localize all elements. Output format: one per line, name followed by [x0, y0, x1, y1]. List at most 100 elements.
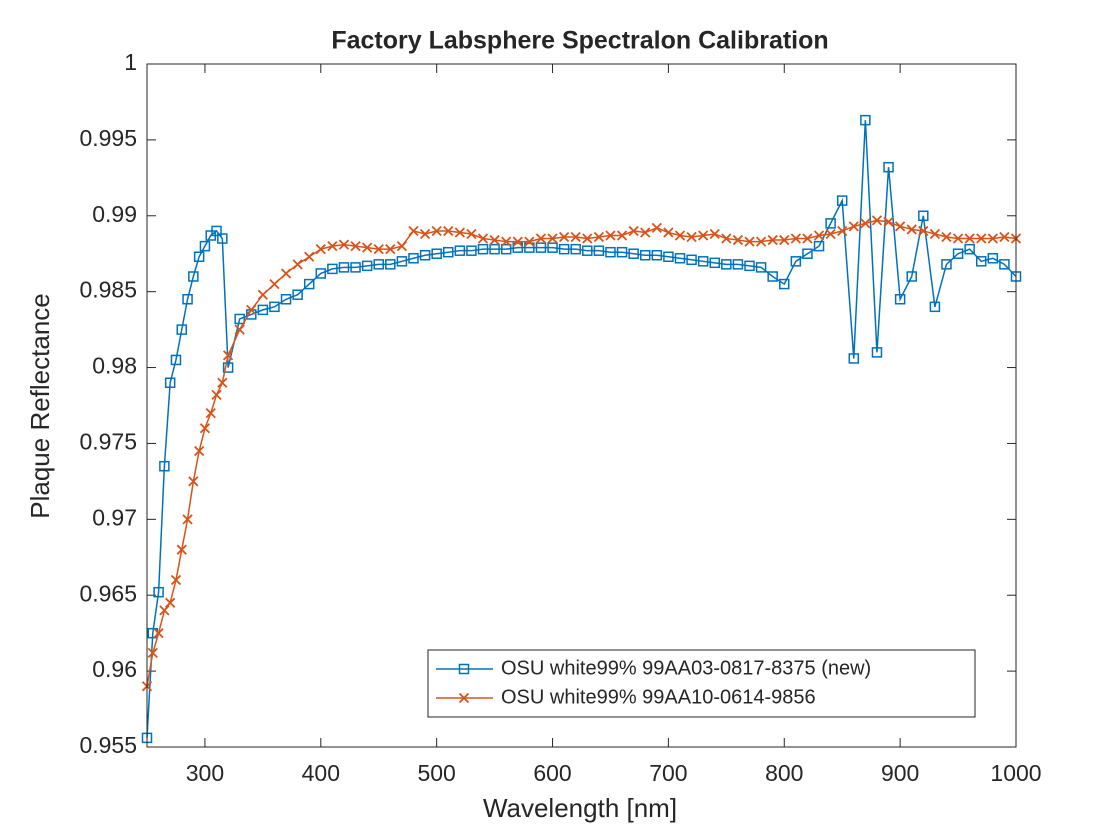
marker — [570, 231, 581, 243]
marker — [906, 271, 917, 282]
marker — [176, 544, 187, 555]
marker — [211, 225, 222, 237]
legend-entry: OSU white99% 99AA03-0817-8375 (new) — [436, 657, 871, 679]
legend-marker — [458, 663, 470, 675]
marker — [280, 268, 292, 279]
y-tick-label: 0.97 — [92, 504, 137, 530]
x-tick-label: 800 — [765, 760, 803, 786]
marker — [159, 460, 170, 472]
marker — [952, 233, 964, 244]
marker — [350, 262, 361, 273]
marker — [802, 248, 813, 259]
marker — [257, 289, 269, 300]
marker — [443, 225, 454, 237]
chart-title: Factory Labsphere Spectralon Calibration — [331, 27, 828, 55]
y-tick-label: 0.96 — [92, 656, 137, 682]
marker — [813, 240, 825, 252]
marker — [315, 268, 327, 279]
marker — [640, 227, 651, 238]
marker — [338, 262, 350, 273]
marker — [558, 243, 570, 255]
marker — [628, 225, 639, 237]
legend-box — [427, 649, 976, 718]
y-tick-label: 0.975 — [79, 429, 137, 455]
marker — [651, 222, 662, 234]
marker — [489, 243, 500, 255]
marker — [639, 249, 651, 261]
x-tick-label: 700 — [649, 760, 687, 786]
x-tick-label: 300 — [186, 760, 224, 786]
marker — [860, 218, 871, 229]
marker — [686, 254, 697, 266]
y-axis-label: Plaque Reflectance — [25, 293, 55, 518]
marker — [755, 236, 767, 247]
marker — [999, 231, 1010, 243]
marker — [524, 236, 535, 247]
marker — [871, 215, 883, 226]
marker — [744, 260, 755, 272]
marker — [327, 263, 338, 275]
marker — [987, 253, 999, 264]
marker — [269, 301, 280, 313]
marker — [373, 244, 384, 255]
marker — [431, 225, 442, 237]
y-tick-label: 0.985 — [79, 277, 137, 303]
marker — [964, 233, 975, 244]
marker — [419, 249, 431, 261]
marker — [170, 354, 182, 366]
marker — [443, 246, 454, 258]
marker — [315, 244, 326, 255]
marker — [153, 628, 164, 639]
marker — [813, 230, 825, 241]
marker — [790, 233, 801, 244]
marker — [454, 245, 466, 256]
marker — [697, 256, 709, 267]
marker — [466, 228, 477, 240]
x-tick-label: 1000 — [990, 760, 1041, 786]
marker — [721, 233, 732, 244]
marker — [501, 236, 512, 247]
marker — [836, 195, 848, 206]
marker — [535, 233, 547, 244]
marker — [217, 233, 228, 244]
series — [141, 215, 1022, 692]
marker — [304, 251, 315, 262]
marker — [182, 294, 193, 305]
marker — [976, 233, 987, 244]
marker — [779, 234, 790, 246]
marker — [361, 260, 373, 272]
marker — [871, 347, 883, 358]
marker — [674, 230, 686, 241]
series-line — [146, 120, 1017, 738]
marker — [779, 278, 790, 290]
y-tick-label: 0.99 — [92, 201, 137, 227]
marker — [234, 324, 245, 335]
marker — [303, 278, 315, 290]
marker — [547, 242, 558, 253]
marker — [906, 224, 917, 235]
legend-label: OSU white99% 99AA03-0817-8375 (new) — [501, 657, 871, 679]
marker — [454, 227, 465, 238]
marker — [860, 114, 871, 126]
marker — [257, 304, 269, 316]
marker — [894, 294, 906, 305]
y-tick-label: 0.98 — [92, 353, 137, 379]
marker — [170, 574, 182, 586]
marker — [848, 221, 859, 232]
marker — [431, 248, 442, 259]
marker — [941, 231, 952, 243]
marker — [918, 210, 929, 222]
marker — [929, 228, 941, 240]
marker — [535, 242, 547, 253]
marker — [373, 259, 384, 270]
marker — [222, 362, 234, 373]
marker — [419, 228, 431, 240]
marker — [205, 407, 216, 419]
marker — [837, 225, 848, 237]
marker — [883, 161, 894, 173]
marker — [570, 243, 581, 255]
marker — [721, 259, 732, 270]
marker — [292, 289, 303, 300]
marker — [698, 230, 709, 241]
